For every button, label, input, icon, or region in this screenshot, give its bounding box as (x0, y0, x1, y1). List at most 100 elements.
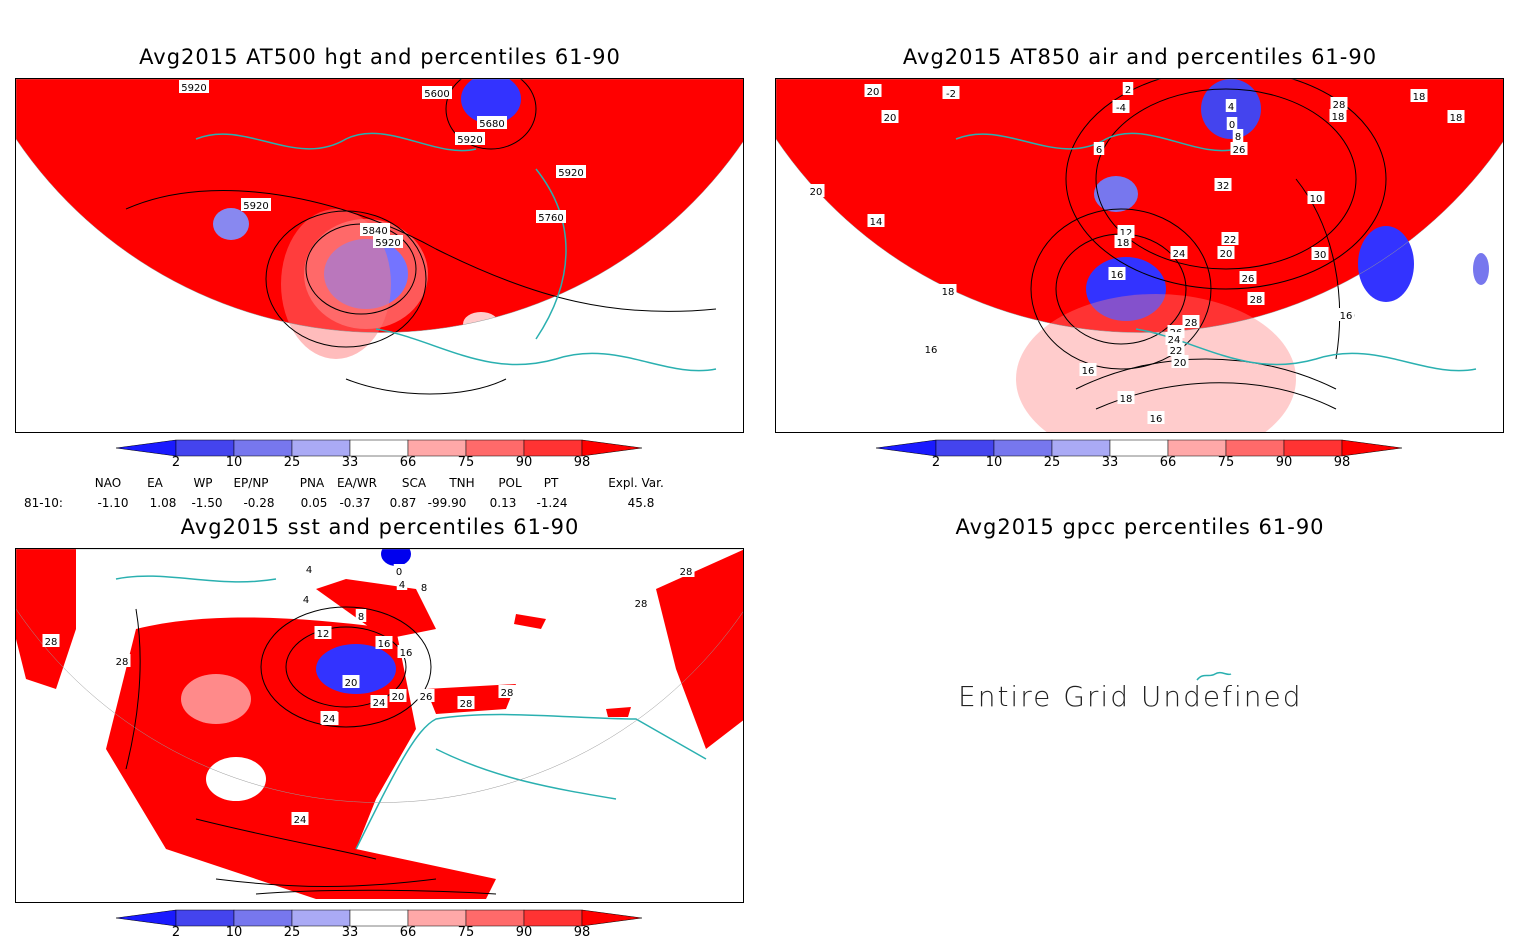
contour-label: 2 (1125, 85, 1131, 96)
panel-title-sst: Avg2015 sst and percentiles 61-90 (180, 515, 580, 539)
contour-label: 20 (1174, 358, 1187, 369)
teleconnection-value: 45.8 (627, 496, 655, 510)
colorbar-segment (349, 439, 409, 457)
contour-label: 5920 (457, 135, 482, 146)
teleconnection-header: PT (543, 476, 559, 490)
teleconnection-value: -0.28 (243, 496, 275, 510)
contour-label: 24 (1168, 335, 1181, 346)
colorbar-tick-label: 2 (171, 925, 181, 940)
map-panel-sst: 28282440484812161620202424262828282824 (15, 548, 744, 903)
colorbar-segment (1225, 439, 1285, 457)
contour-label-bg (1307, 191, 1325, 204)
colorbar-tick-label: 10 (225, 925, 243, 940)
colorbar-tick-label: 98 (1333, 455, 1351, 470)
contour-label-bg (1329, 109, 1347, 122)
contour-label: 4 (306, 565, 312, 576)
contour-label-bg (632, 596, 650, 609)
contour-label-bg (942, 86, 960, 99)
contour-label-bg (1225, 99, 1237, 112)
colorbar-tick-label: 2 (931, 455, 941, 470)
contour-label: 20 (1220, 249, 1233, 260)
teleconnection-value: 0.13 (489, 496, 517, 510)
contour-label-bg (881, 110, 899, 123)
colorbar-tick-label: 25 (283, 455, 301, 470)
contour-label: 0 (1229, 120, 1235, 131)
contour-label: 16 (1082, 366, 1095, 377)
colorbar-tick-label: 10 (225, 455, 243, 470)
contour-label: 6 (1096, 145, 1102, 156)
contour-label: 16 (1111, 270, 1124, 281)
contour-label: -2 (946, 89, 956, 100)
contour-label-bg (1165, 332, 1183, 345)
colorbar-tick-label: 75 (1217, 455, 1235, 470)
contour-label-bg (1247, 292, 1265, 305)
contour-label-bg (1311, 247, 1329, 260)
contour-label: 28 (1250, 295, 1263, 306)
colorbar-segment (407, 909, 467, 927)
contour-label: 28 (116, 657, 129, 668)
contour-label: 18 (1450, 113, 1463, 124)
contour-label: 28 (1333, 100, 1346, 111)
colorbar-segment (1051, 439, 1111, 457)
contour-label: 26 (420, 692, 433, 703)
contour-label: 24 (373, 698, 386, 709)
contour-label-bg (1167, 343, 1185, 356)
contour-label-bg (1337, 308, 1355, 321)
contour-label: 8 (421, 583, 427, 594)
contour-label-bg (417, 689, 435, 702)
colorbar-sst-svg (115, 909, 643, 927)
contour-label-bg (807, 184, 825, 197)
colorbar-hgt500-svg (115, 439, 643, 457)
contour-label: 8 (358, 612, 364, 623)
contour-label: 26 (1233, 145, 1246, 156)
contour-label: 4 (1228, 102, 1234, 113)
contour-label: 18 (1332, 112, 1345, 123)
contour-label-bg (922, 342, 940, 355)
contour-label-bg (241, 198, 271, 211)
contour-label: 14 (870, 217, 883, 228)
colorbar-min-arrow (115, 439, 177, 457)
contour-label-bg (1182, 315, 1200, 328)
colorbar-tick-label: 66 (1159, 455, 1177, 470)
contour-label-bg (422, 86, 452, 99)
contour-label: 4 (399, 580, 405, 591)
teleconnection-value: -99.90 (427, 496, 467, 510)
colorbar-tick-label: 25 (283, 925, 301, 940)
colorbar-max-arrow (1341, 439, 1403, 457)
contour-label-bg (393, 564, 405, 577)
colorbar-segment (1167, 439, 1227, 457)
teleconnection-value: -1.24 (536, 496, 568, 510)
contour-label: 28 (460, 699, 473, 710)
contour-label: 0 (396, 567, 402, 578)
contour-label: 12 (1120, 228, 1133, 239)
teleconnection-value: -0.37 (339, 496, 371, 510)
contour-label: 18 (942, 287, 955, 298)
contour-label-bg (1147, 411, 1165, 424)
colorbar-max-arrow (581, 909, 643, 927)
colorbar-tick-label: 10 (985, 455, 1003, 470)
teleconnection-header: POL (498, 476, 522, 490)
contour-label-bg (457, 696, 475, 709)
contour-label-bg (1232, 129, 1244, 142)
contour-label-bg (939, 284, 957, 297)
contour-label-bg (864, 84, 882, 97)
teleconnection-row-label: 81-10: (24, 496, 63, 510)
colorbar-tick-label: 33 (1101, 455, 1119, 470)
contour-label: 22 (1170, 346, 1183, 357)
contour-label-bg (375, 636, 393, 649)
teleconnection-values: 81-10: -1.10 1.08 -1.50 -0.28 0.05 -0.37 0.87 -9… (0, 496, 760, 512)
colorbar-max-arrow (581, 439, 643, 457)
contour-label: 4 (303, 595, 309, 606)
colorbar-segment (291, 439, 351, 457)
contour-label: 28 (680, 567, 693, 578)
teleconnection-header: WP (193, 476, 213, 490)
colorbar-tick-label: 90 (515, 925, 533, 940)
contour-label: 18 (1117, 238, 1130, 249)
colorbar-min-arrow (115, 909, 177, 927)
colorbar-tick-label: 98 (573, 925, 591, 940)
contour-label: 28 (1185, 318, 1198, 329)
contour-label-bg (1171, 355, 1189, 368)
teleconnection-table: NAO EA WP EP/NP PNA EA/WR SCA TNH POL PT Expl. Var… (0, 474, 760, 514)
colorbar-segment (993, 439, 1053, 457)
